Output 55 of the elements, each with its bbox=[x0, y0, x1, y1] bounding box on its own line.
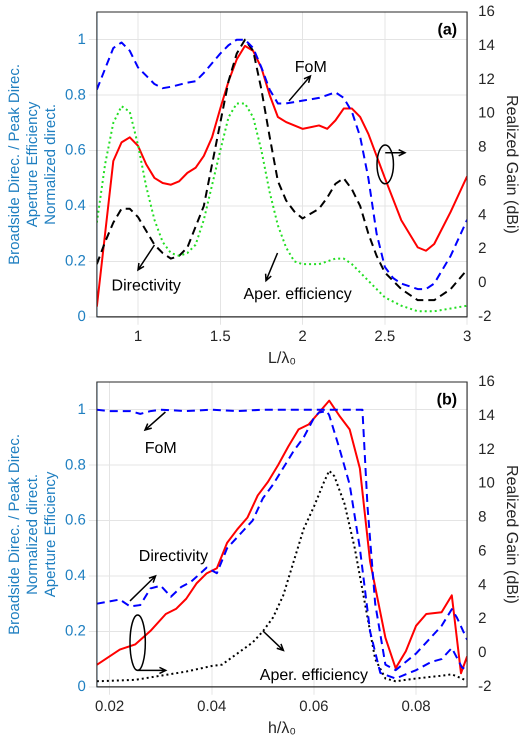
annotation: Aper. efficiency bbox=[244, 286, 352, 304]
y-tick-label: 0 bbox=[78, 678, 86, 695]
y2-tick-label: 10 bbox=[478, 474, 495, 492]
y-tick-label: 0.4 bbox=[64, 567, 86, 584]
y2-tick-label: 4 bbox=[478, 206, 486, 224]
x-tick-label: 0.06 bbox=[299, 698, 329, 715]
x-tick-label: 1.5 bbox=[210, 328, 231, 345]
x-tick-label: 3 bbox=[462, 328, 472, 345]
y2-tick-label: -2 bbox=[478, 308, 492, 325]
y2-tick-label: 0 bbox=[478, 644, 486, 662]
x-axis-title: h/λ₀ bbox=[268, 720, 296, 737]
x-tick-label: 0.02 bbox=[95, 698, 124, 715]
annotation: Directivity bbox=[112, 278, 181, 295]
x-tick-label: 2 bbox=[298, 328, 307, 345]
y-tick-label: 0 bbox=[78, 308, 86, 325]
y-axis-title: Broadside Direc. / Peak Direc. Normalized direct. Aperture Efficiency bbox=[6, 434, 60, 635]
y-tick-label: 0.2 bbox=[64, 622, 86, 640]
y-tick-label: 0.4 bbox=[64, 197, 86, 214]
y2-tick-label: 10 bbox=[478, 104, 495, 122]
annotation: FoM bbox=[144, 440, 177, 457]
y2-tick-label: 12 bbox=[478, 70, 495, 88]
y2-tick-label: -2 bbox=[478, 678, 492, 695]
y-tick-label: 0.8 bbox=[64, 456, 86, 474]
text: (a) bbox=[438, 21, 458, 38]
y-tick-label: 0.8 bbox=[64, 86, 86, 104]
y-tick-label: 0.6 bbox=[64, 142, 86, 159]
y2-tick-label: 8 bbox=[478, 138, 486, 156]
y2-axis-title: Realized Gain (dBi) bbox=[502, 95, 520, 234]
x-tick-label: 2.5 bbox=[374, 328, 396, 345]
x-tick-label: 0.04 bbox=[197, 698, 226, 715]
y2-axis-title: Realized Gain (dBi) bbox=[502, 465, 520, 604]
y2-tick-label: 16 bbox=[478, 3, 495, 20]
y2-tick-label: 6 bbox=[478, 172, 486, 190]
y2-tick-label: 14 bbox=[478, 407, 495, 424]
text: (b) bbox=[436, 391, 458, 408]
y-tick-label: 0.6 bbox=[64, 512, 86, 529]
annotation: Aper. efficiency bbox=[260, 667, 368, 684]
y2-tick-label: 4 bbox=[478, 576, 486, 594]
y2-tick-label: 6 bbox=[478, 542, 486, 560]
y-tick-label: 0.2 bbox=[64, 252, 86, 270]
y2-tick-label: 0 bbox=[478, 274, 486, 292]
y2-tick-label: 12 bbox=[478, 440, 495, 458]
x-tick-label: 0.08 bbox=[401, 698, 431, 715]
y2-tick-label: 8 bbox=[478, 508, 486, 526]
y2-tick-label: 14 bbox=[478, 37, 495, 54]
y-tick-label: 1 bbox=[78, 30, 86, 48]
x-tick-label: 1 bbox=[134, 328, 142, 345]
y2-tick-label: 2 bbox=[478, 240, 486, 258]
y-axis-title: Broadside Direc. / Peak Direc. Aperture Efficiency Normalized direct. bbox=[6, 64, 60, 265]
annotation: FoM bbox=[294, 58, 327, 76]
annotation: Directivity bbox=[138, 548, 208, 565]
x-axis-title: L/λ₀ bbox=[268, 350, 296, 367]
y2-tick-label: 2 bbox=[478, 610, 486, 628]
y2-tick-label: 16 bbox=[478, 373, 495, 390]
y-tick-label: 1 bbox=[78, 400, 86, 418]
